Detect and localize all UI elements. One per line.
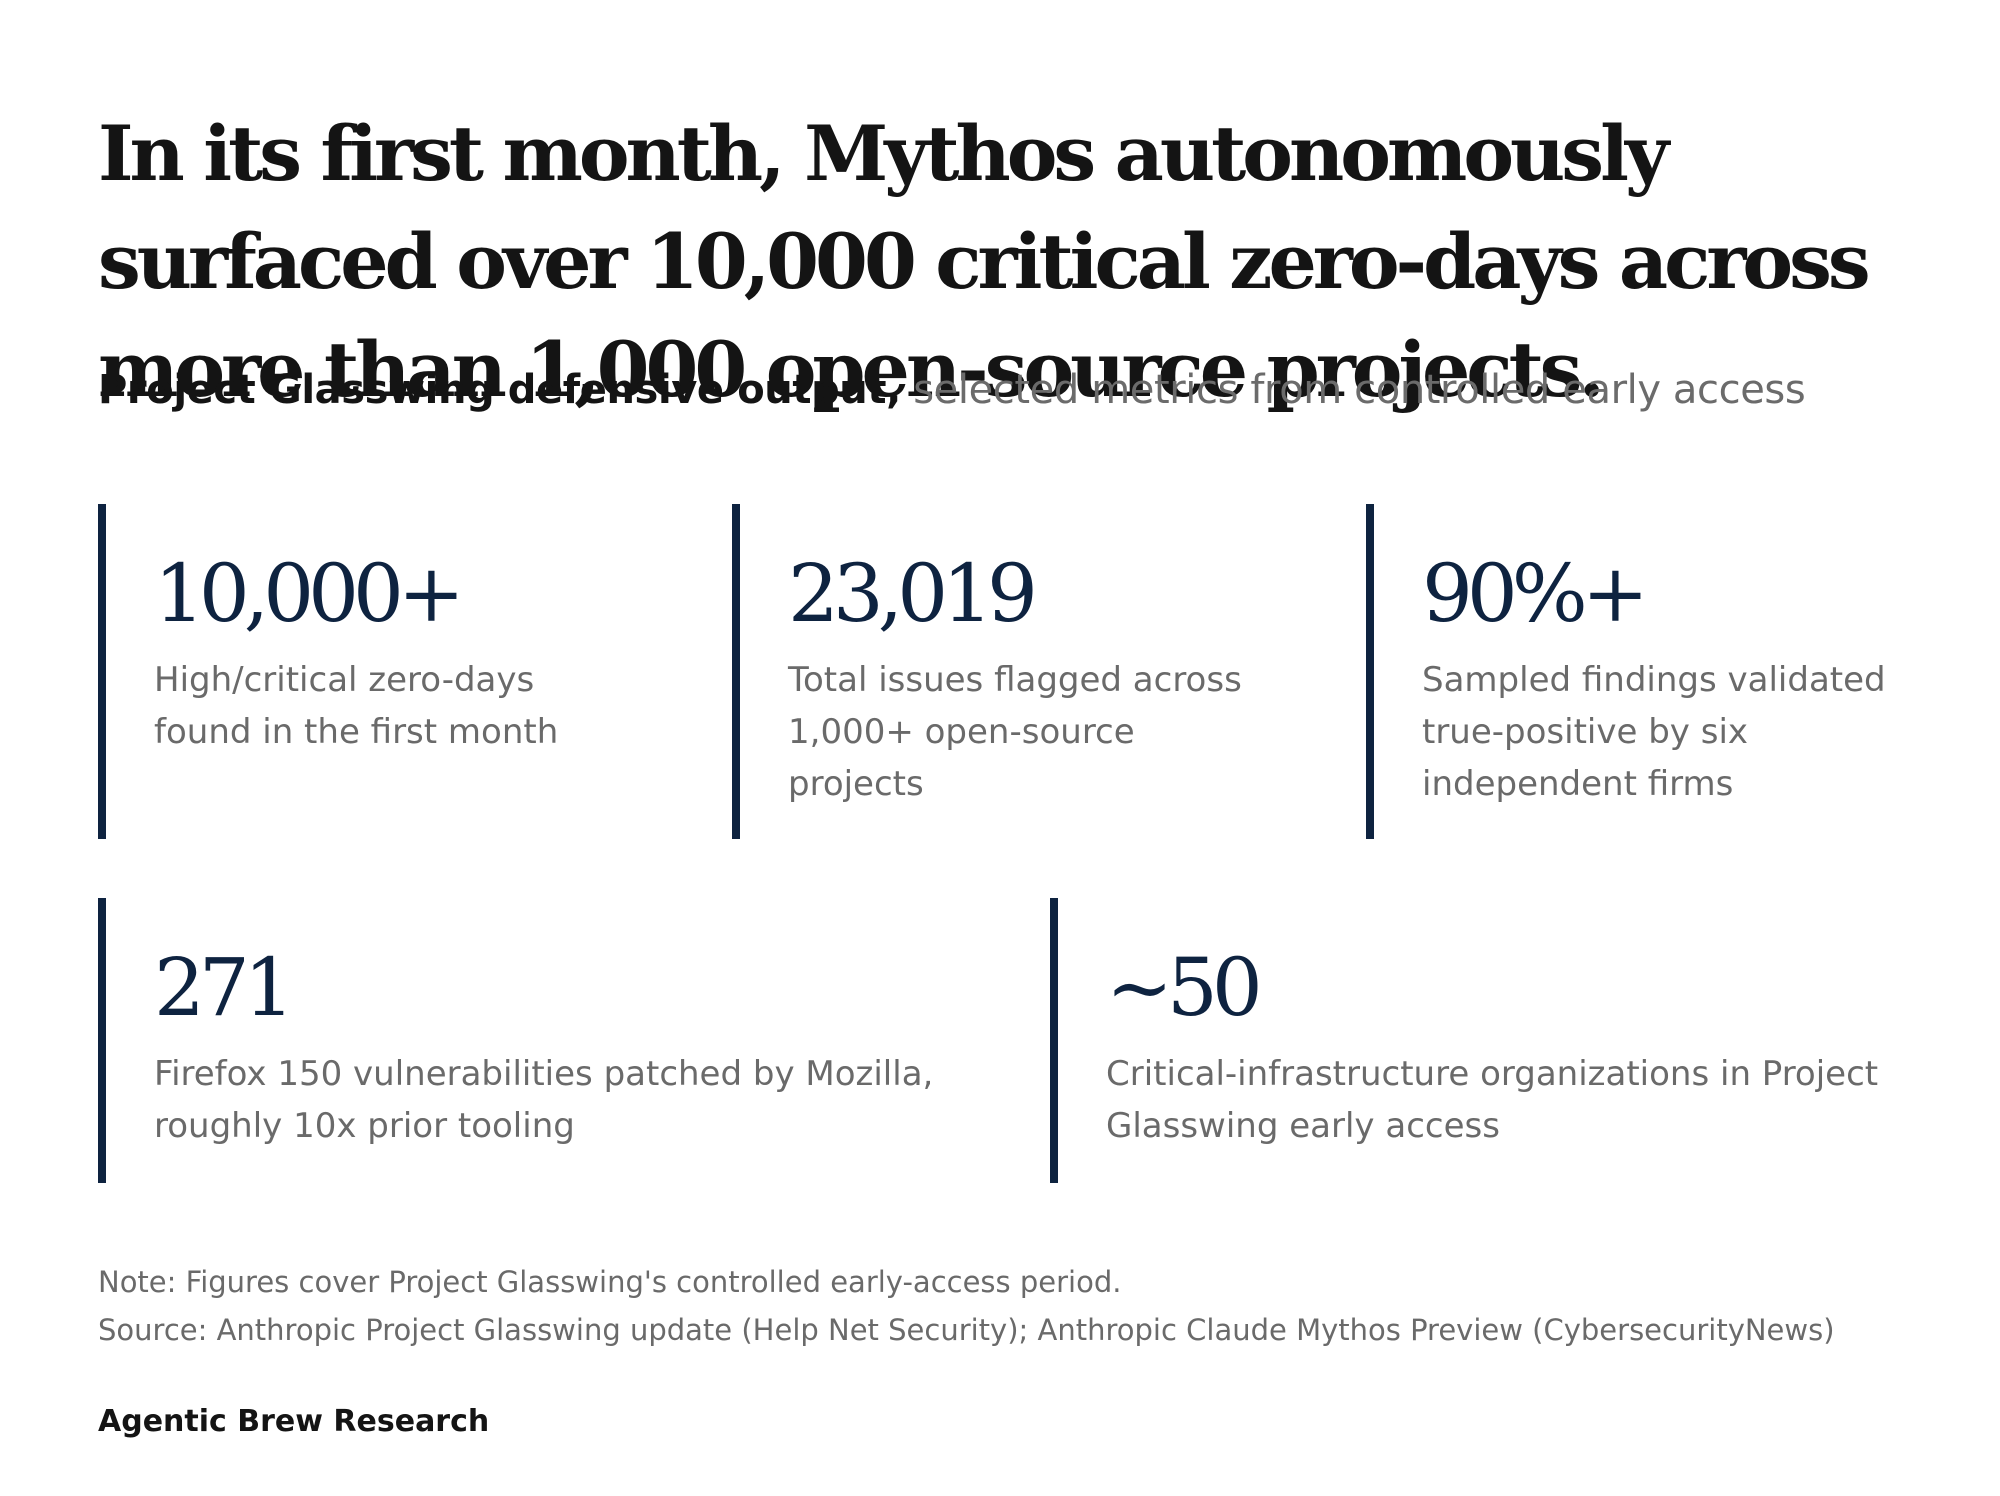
stat-value: 271 bbox=[154, 941, 295, 1034]
brand-credit: Agentic Brew Research bbox=[98, 1404, 490, 1439]
stat-value: 90%+ bbox=[1422, 547, 1649, 640]
stat-value: 23,019 bbox=[788, 547, 1038, 640]
stat-card-organizations: ~50 Critical-infrastructure organization… bbox=[1050, 898, 1926, 1183]
headline: In its first month, Mythos autonomously … bbox=[98, 109, 1871, 414]
stat-card-firefox: 271 Firefox 150 vulnerabilities patched … bbox=[98, 898, 998, 1183]
subtitle-strong: Project Glasswing defensive output, bbox=[98, 367, 901, 413]
stat-label: Firefox 150 vulnerabilities patched by M… bbox=[154, 1054, 934, 1146]
page: In its first month, Mythos autonomously … bbox=[98, 0, 1928, 1496]
note-text: Note: Figures cover Project Glasswing's … bbox=[98, 1265, 1122, 1299]
subtitle-light: selected metrics from controlled early a… bbox=[913, 367, 1806, 413]
stat-label: High/critical zero-days found in the fir… bbox=[154, 660, 559, 752]
stat-label: Sampled findings validated true-positive… bbox=[1422, 660, 1886, 804]
stat-value: ~50 bbox=[1106, 941, 1263, 1034]
stat-card-zero-days: 10,000+ High/critical zero-days found in… bbox=[98, 504, 658, 839]
subtitle: Project Glasswing defensive output, sele… bbox=[98, 362, 1928, 418]
footnotes: Note: Figures cover Project Glasswing's … bbox=[98, 1258, 1928, 1354]
source-text: Source: Anthropic Project Glasswing upda… bbox=[98, 1313, 1835, 1347]
stat-card-total-issues: 23,019 Total issues flagged across 1,000… bbox=[732, 504, 1292, 839]
stat-label: Total issues flagged across 1,000+ open-… bbox=[788, 660, 1242, 804]
stat-card-validated: 90%+ Sampled findings validated true-pos… bbox=[1366, 504, 1926, 839]
stat-value: 10,000+ bbox=[154, 547, 465, 640]
stat-label: Critical-infrastructure organizations in… bbox=[1106, 1054, 1879, 1146]
